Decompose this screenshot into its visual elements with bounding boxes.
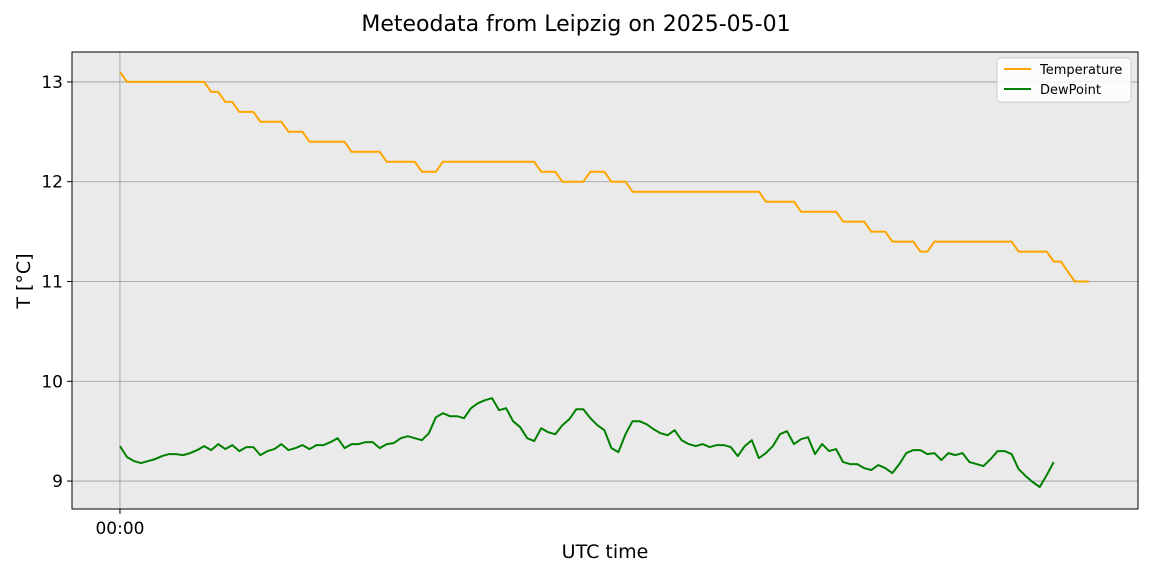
series-line-temperature: [119, 71, 1089, 283]
y-tick-label: 13: [41, 73, 63, 93]
plot-frame: [71, 51, 1139, 510]
series-line-dewpoint: [119, 397, 1055, 488]
legend-label-dewpoint: DewPoint: [1040, 83, 1101, 98]
y-tick-label: 9: [52, 472, 63, 492]
y-axis-label: T [°C]: [13, 253, 35, 309]
legend: Temperature DewPoint: [996, 57, 1132, 103]
chart-title: Meteodata from Leipzig on 2025-05-01: [361, 12, 790, 37]
y-tick-label: 11: [41, 272, 63, 292]
plot-area: [72, 52, 1138, 509]
ticks: 9 10 11 12 13 00:00: [41, 73, 144, 539]
series-lines: [119, 71, 1089, 488]
x-axis-label: UTC time: [562, 541, 649, 563]
y-tick-label: 10: [41, 372, 63, 392]
x-tick-label: 00:00: [95, 519, 144, 539]
legend-label-temperature: Temperature: [1039, 63, 1122, 78]
y-tick-label: 12: [41, 173, 63, 193]
grid: [72, 52, 1138, 509]
